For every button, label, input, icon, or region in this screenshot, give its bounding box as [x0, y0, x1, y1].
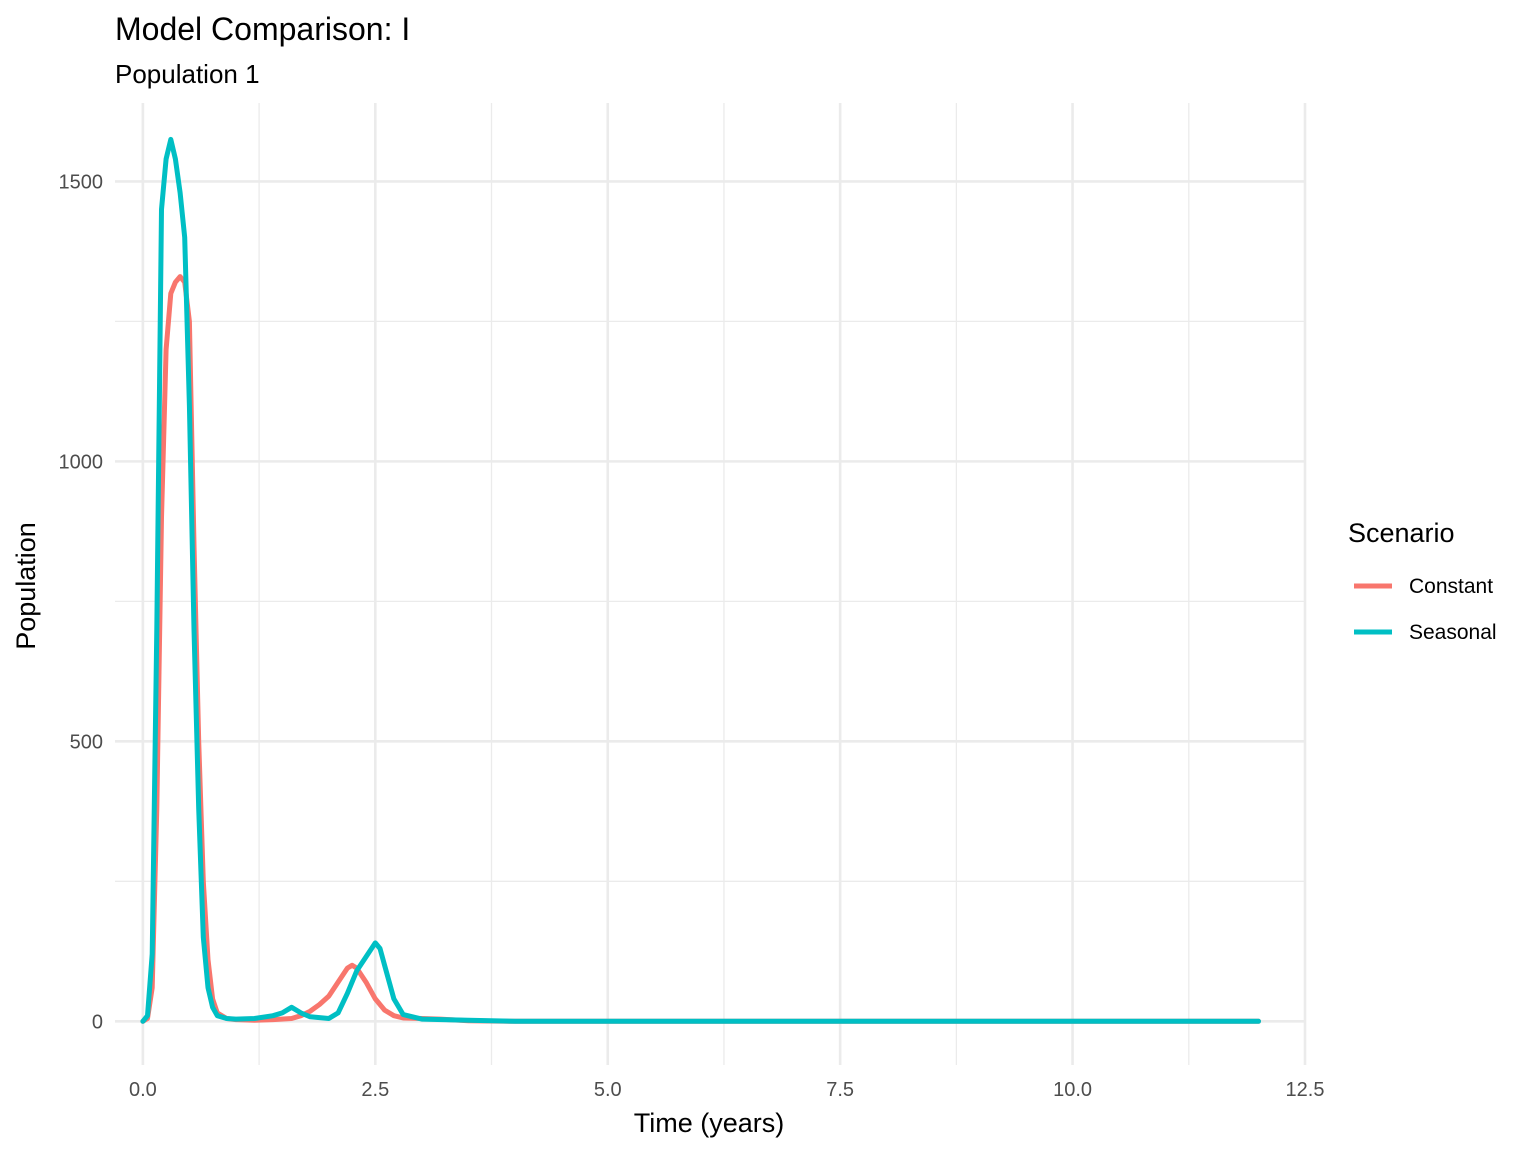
major-gridlines — [115, 103, 1307, 1065]
y-tick-label: 500 — [70, 731, 103, 753]
legend-items: Constant Seasonal — [1354, 575, 1497, 644]
legend-label: Seasonal — [1409, 621, 1497, 644]
y-tick-label: 1000 — [59, 451, 104, 473]
x-axis-ticks: 0.0 2.5 5.0 7.5 10.0 12.5 — [129, 1079, 1324, 1101]
x-tick-label: 7.5 — [826, 1079, 854, 1101]
y-axis-ticks: 0 500 1000 1500 — [59, 171, 104, 1033]
x-tick-label: 5.0 — [594, 1079, 622, 1101]
x-tick-label: 2.5 — [361, 1079, 389, 1101]
series-layer — [140, 136, 1261, 1024]
x-axis-title: Time (years) — [634, 1108, 785, 1138]
series-line-seasonal — [140, 136, 1261, 1024]
y-tick-label: 0 — [92, 1011, 103, 1033]
legend: Scenario Constant Seasonal — [1348, 518, 1497, 644]
chart-title: Model Comparison: I — [115, 11, 410, 47]
x-tick-label: 0.0 — [129, 1079, 157, 1101]
legend-label: Constant — [1409, 575, 1493, 598]
y-axis-title: Population — [11, 522, 41, 650]
y-tick-label: 1500 — [59, 171, 104, 193]
legend-title: Scenario — [1348, 518, 1455, 548]
series-line-constant — [140, 274, 1261, 1024]
x-tick-label: 10.0 — [1053, 1079, 1092, 1101]
chart-subtitle: Population 1 — [115, 59, 260, 89]
x-tick-label: 12.5 — [1286, 1079, 1325, 1101]
minor-gridlines — [115, 103, 1305, 1065]
